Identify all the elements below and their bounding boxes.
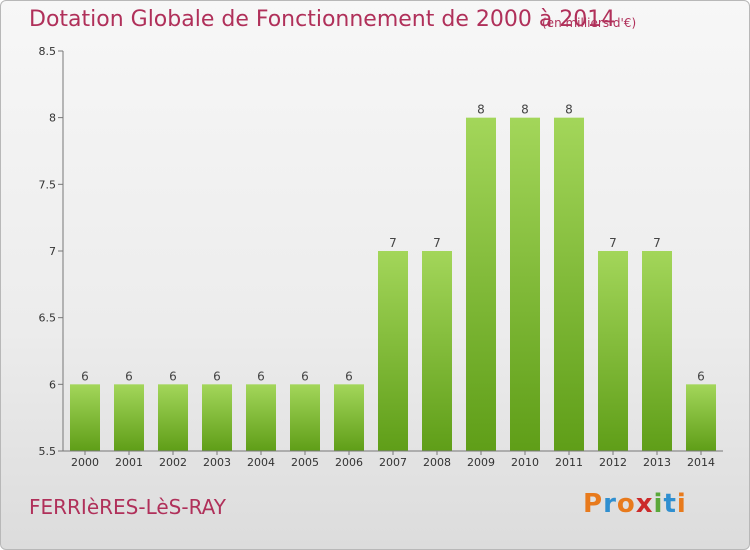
y-tick-label: 7.5 [39,178,57,191]
chart-subtitle: (en milliers d'€) [542,16,637,30]
x-tick-label: 2012 [599,456,627,469]
data-label: 6 [697,369,705,383]
bar-2013 [642,251,672,451]
data-label: 8 [521,103,529,117]
x-tick-label: 2005 [291,456,319,469]
bar-2000 [70,384,100,451]
y-tick-label: 8.5 [39,45,57,58]
data-label: 6 [125,369,133,383]
bar-2014 [686,384,716,451]
x-tick-label: 2007 [379,456,407,469]
x-tick-label: 2006 [335,456,363,469]
data-label: 7 [653,236,661,250]
y-tick-label: 6 [49,378,56,391]
x-tick-label: 2000 [71,456,99,469]
axis-layer: 5.5 6 6.5 7 7.5 8 8.5 2000 6 2001 6 2002 6 2003 6 2004 6… [39,45,723,469]
logo-letter: x [635,489,654,519]
data-label: 6 [345,369,353,383]
bar-2008 [422,251,452,451]
bar-2007 [378,251,408,451]
x-tick-label: 2002 [159,456,187,469]
bar-2003 [202,384,232,451]
data-label: 6 [301,369,309,383]
y-tick-label: 8 [49,112,56,125]
logo-letter: i [676,489,687,519]
data-label: 8 [477,103,485,117]
data-label: 6 [169,369,177,383]
chart-title: Dotation Globale de Fonctionnement de 20… [29,7,616,32]
x-tick-label: 2003 [203,456,231,469]
y-tick-label: 5.5 [39,445,57,458]
bar-2011 [554,117,584,452]
logo-letter: r [603,489,617,519]
bar-2006 [334,384,364,451]
x-tick-label: 2014 [687,456,715,469]
bar-2010 [510,117,540,452]
data-label: 6 [257,369,265,383]
x-tick-label: 2013 [643,456,671,469]
x-tick-label: 2009 [467,456,495,469]
logo-letter: i [653,489,664,519]
data-label: 6 [81,369,89,383]
bar-2012 [598,251,628,451]
bar-2009 [466,117,496,452]
data-label: 7 [389,236,397,250]
logo-letter: t [663,489,677,519]
bar-2005 [290,384,320,451]
y-tick-label: 7 [49,245,56,258]
data-label: 6 [213,369,221,383]
x-tick-label: 2008 [423,456,451,469]
bar-2004 [246,384,276,451]
x-tick-label: 2001 [115,456,143,469]
bar-2002 [158,384,188,451]
data-label: 7 [433,236,441,250]
x-tick-label: 2004 [247,456,275,469]
x-tick-label: 2011 [555,456,583,469]
logo-letter: P [583,489,604,519]
bar-2001 [114,384,144,451]
logo-letter: o [616,489,636,519]
data-label: 7 [609,236,617,250]
y-tick-label: 6.5 [39,312,57,325]
data-label: 8 [565,103,573,117]
commune-name: FERRIèRES-LèS-RAY [29,495,227,519]
bars-layer [70,117,716,452]
proxiti-logo[interactable]: Proxiti [583,489,687,519]
x-tick-label: 2010 [511,456,539,469]
